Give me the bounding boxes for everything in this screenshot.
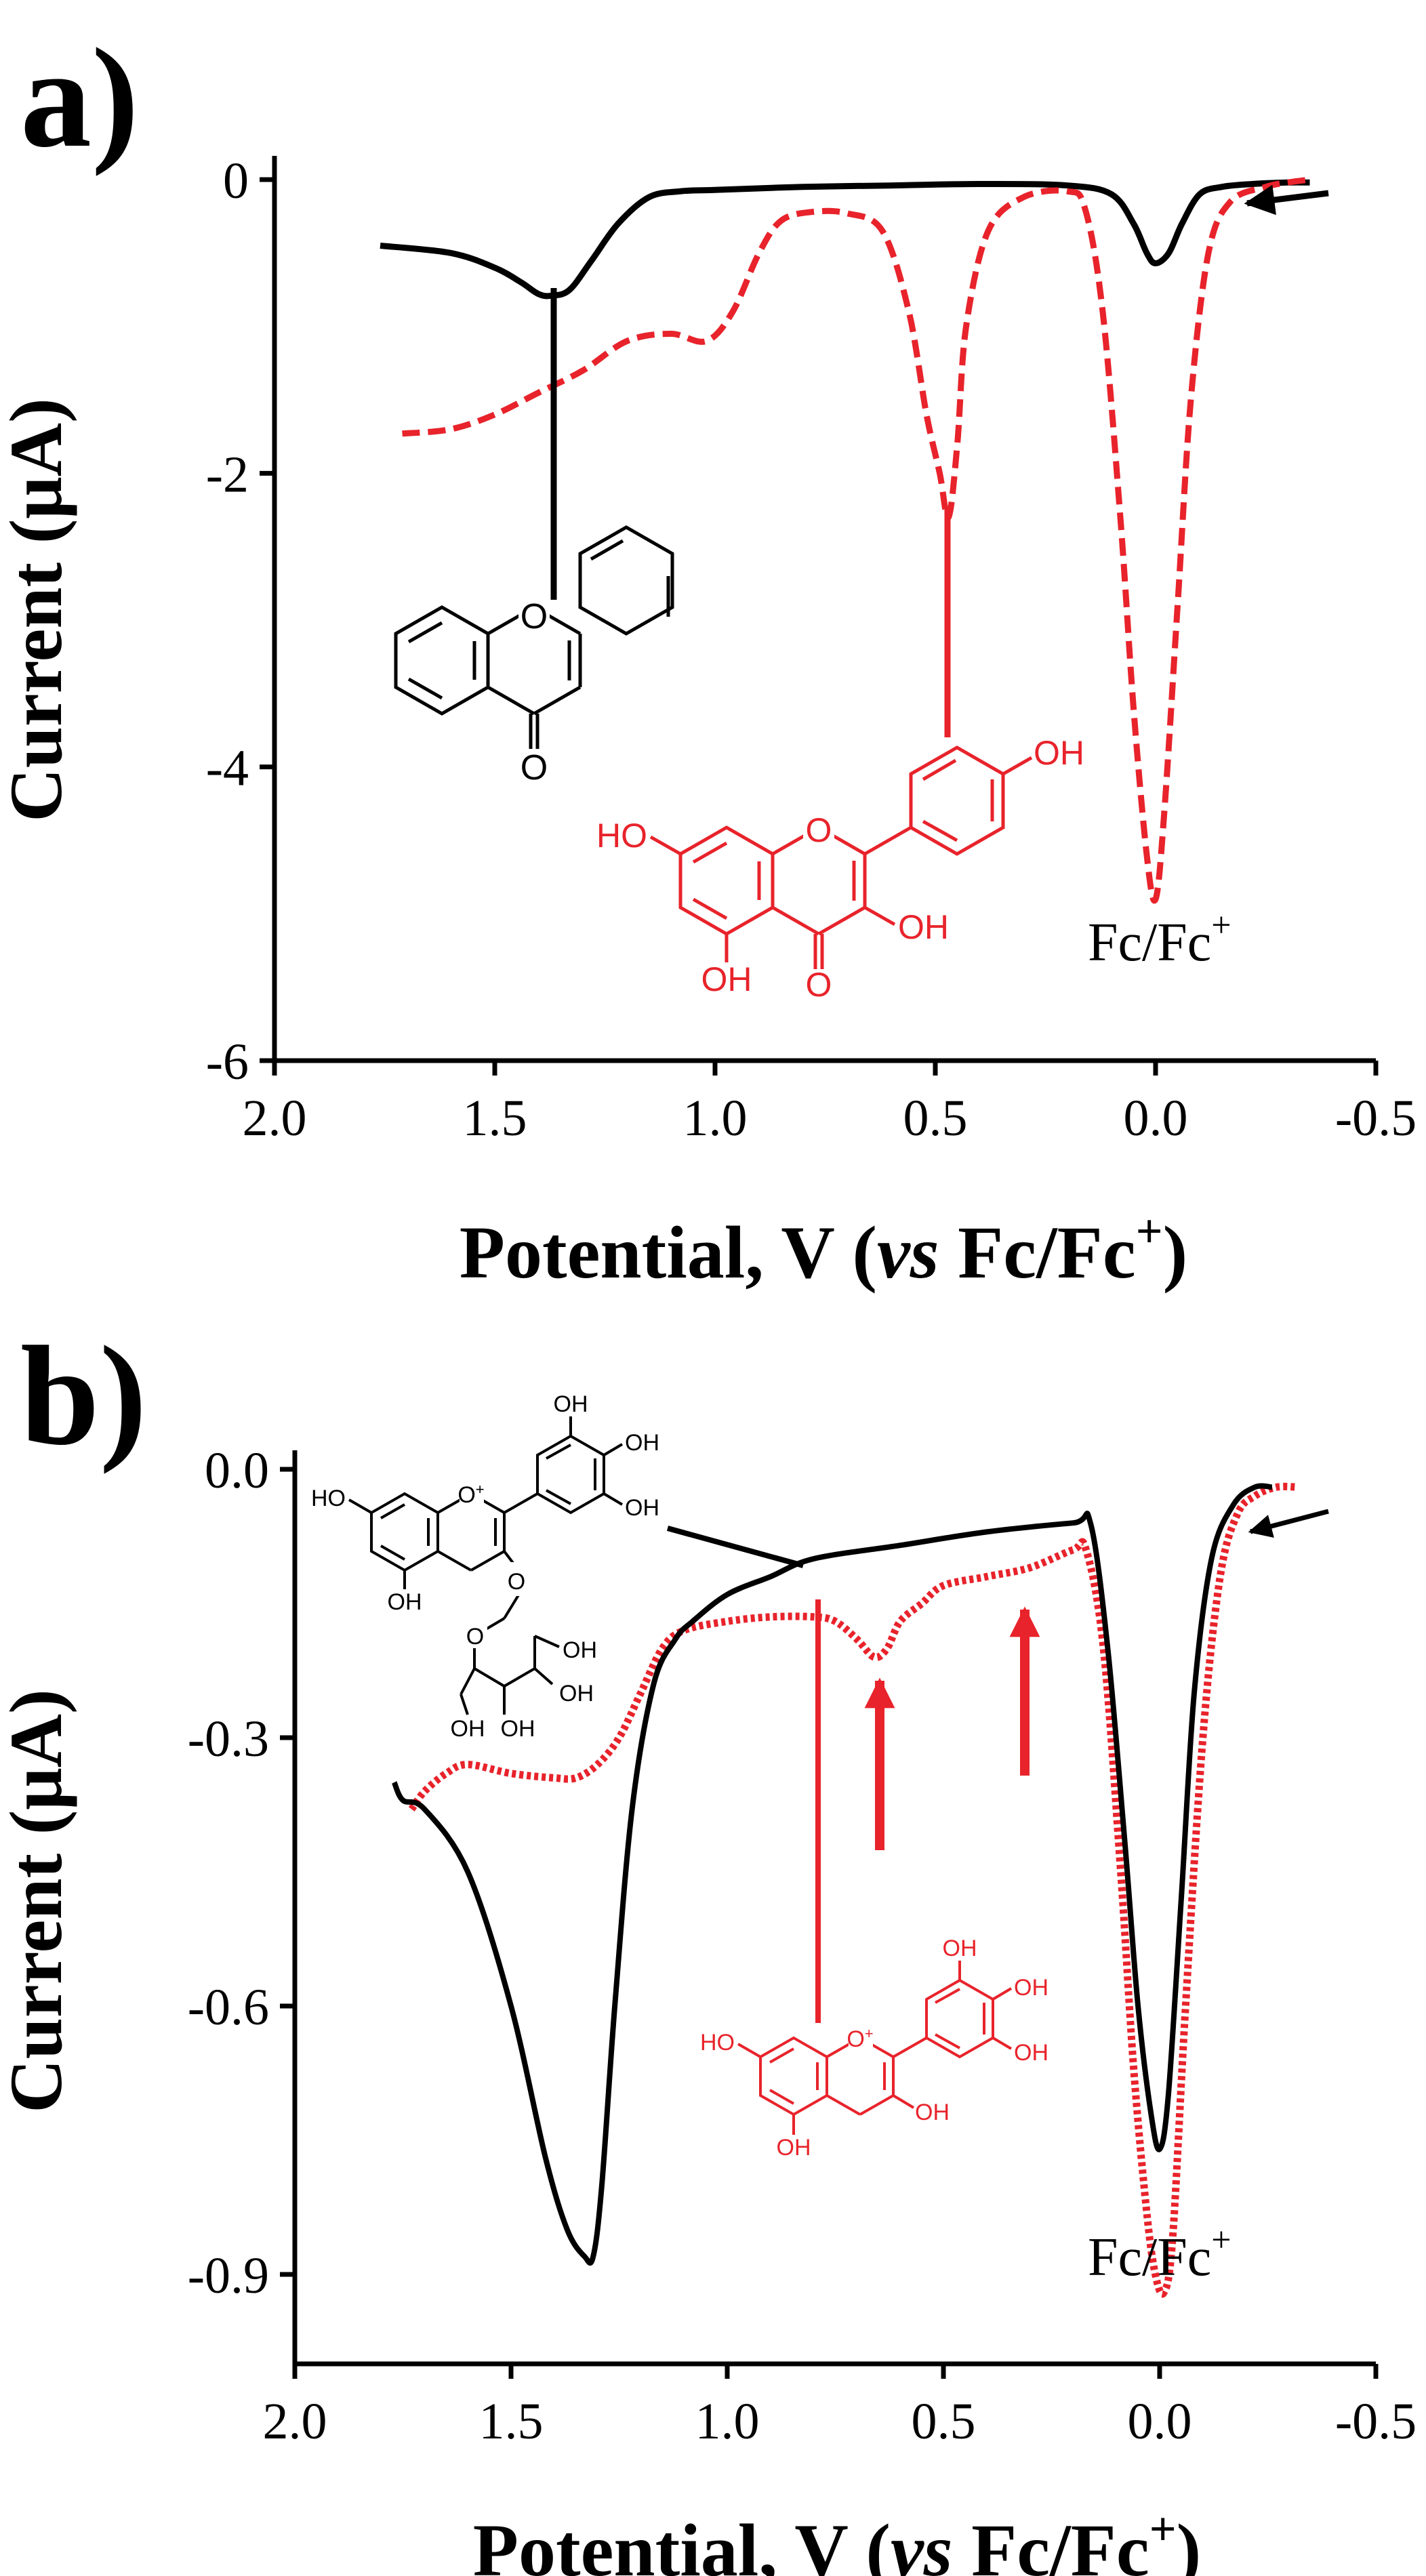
kaempferol-oh-5: OH (701, 960, 752, 998)
panel-b-series-solid (392, 1483, 1273, 2266)
delphinidin-ring-o: O+ (847, 2025, 873, 2052)
glucoside-sugar-o-mask (463, 1624, 487, 1648)
panel-b-x-tick-label: 1.5 (479, 2393, 544, 2450)
flavone-structure (394, 525, 674, 749)
panel-b-x-tick-label: 2.0 (263, 2393, 327, 2450)
panel-b-scan-arrow (1248, 1509, 1329, 1538)
delphinidin-oh-4p: OH (1014, 1975, 1048, 2001)
glucoside-oh-5: OH (388, 1589, 422, 1615)
panel-b-x-tick-label: -0.5 (1335, 2393, 1417, 2450)
kaempferol-structure (649, 745, 1033, 969)
delphinidin-oh-3: OH (915, 2100, 950, 2125)
panel-b-y-axis-label: Current (μA) (0, 1689, 77, 2112)
delphinidin-ho-7: HO (700, 2030, 735, 2056)
panel-a-series-solid (380, 179, 1310, 300)
panel-a-y-axis-label: Current (μA) (0, 398, 77, 821)
panel-a-series-dashed (402, 176, 1311, 904)
glucoside-sugar-o: O (466, 1624, 484, 1650)
glucoside-oh-4p: OH (554, 1391, 588, 1417)
panel-b-x-tick-label: 0.0 (1128, 2393, 1192, 2450)
panel-a-y-tick-label: 0 (223, 152, 249, 209)
glucoside-structure (348, 1416, 624, 1715)
panel-a-y-tick-label: -4 (206, 740, 249, 797)
delphinidin-structure (737, 1961, 1013, 2135)
panel-b-x-tick-label: 0.5 (912, 2393, 976, 2450)
delphinidin-oh-3p: OH (943, 1936, 977, 1961)
panel-b-glucoside-pointer (666, 1526, 804, 1568)
glucoside-glyc-o: O (508, 1569, 525, 1595)
glucoside-ho-7: HO (311, 1486, 346, 1511)
panel-a-y-tick-label: -2 (206, 446, 249, 503)
panel-b-fc-annotation: Fc/Fc+ (1088, 2221, 1231, 2287)
kaempferol-o-mask (803, 813, 834, 846)
delphinidin-oh-5: OH (777, 2135, 811, 2161)
kaempferol-ring-o: O (806, 811, 832, 849)
panel-a-y-ticks: 0 -2 -4 -6 (206, 152, 274, 1090)
panel-a-x-tick-label: 2.0 (243, 1090, 307, 1147)
panel-a: a) 0 -2 -4 -6 2.0 1.5 1.0 0.5 0.0 -0.5 Current (… (0, 20, 1417, 1294)
glucoside-ring-o: O+ (457, 1481, 484, 1508)
panel-b-x-ticks: 2.0 1.5 1.0 0.5 0.0 -0.5 (263, 2364, 1417, 2450)
panel-b-y-tick-label: -0.6 (188, 1979, 269, 2036)
glucoside-oh-3p: OH (625, 1430, 659, 1456)
glucoside-o-mask (460, 1481, 484, 1507)
panel-a-x-tick-label: -0.5 (1335, 1090, 1417, 1147)
kaempferol-carbonyl-o: O (806, 966, 832, 1004)
panel-b-x-axis-label: Potential, V (vs Fc/Fc+) (473, 2503, 1201, 2576)
flavone-o-mask (518, 600, 550, 634)
panel-a-x-tick-label: 0.5 (903, 1090, 968, 1147)
panel-b-y-ticks: 0.0 -0.3 -0.6 -0.9 (188, 1442, 295, 2304)
panel-a-x-tick-label: 1.0 (683, 1090, 748, 1147)
panel-a-scan-arrow (1244, 184, 1329, 216)
flavone-carbonyl-o: O (521, 748, 548, 788)
glucoside-sugar-oh-6: OH (451, 1716, 485, 1742)
panel-a-x-axis-label: Potential, V (vs Fc/Fc+) (460, 1206, 1187, 1294)
panel-b: b) 0.0 -0.3 -0.6 -0.9 2.0 1.5 1.0 0.5 0.0 -0.5 C… (0, 1317, 1417, 2576)
glucoside-sugar-oh-3: OH (559, 1681, 594, 1706)
panel-b-x-tick-label: 1.0 (695, 2393, 760, 2450)
panel-b-y-tick-label: -0.9 (188, 2247, 269, 2304)
panel-a-label: a) (20, 20, 139, 177)
panel-b-y-tick-label: -0.3 (188, 1711, 269, 1767)
kaempferol-ho-7: HO (596, 817, 647, 855)
flavone-ring-o: O (521, 597, 548, 636)
delphinidin-oh-5p: OH (1014, 2040, 1048, 2066)
panel-a-y-tick-label: -6 (206, 1034, 249, 1090)
glucoside-glyc-o-mask (499, 1562, 534, 1596)
panel-b-y-tick-label: 0.0 (205, 1442, 269, 1499)
panel-a-fc-annotation: Fc/Fc+ (1088, 906, 1231, 973)
kaempferol-oh-3: OH (898, 908, 949, 946)
kaempferol-oh-4p: OH (1034, 734, 1084, 772)
panel-b-label: b) (20, 1317, 147, 1475)
glucoside-sugar-oh-4: OH (501, 1716, 535, 1742)
panel-a-x-tick-label: 0.0 (1124, 1090, 1188, 1147)
delphinidin-o-mask (849, 2025, 873, 2051)
glucoside-oh-5p: OH (625, 1495, 659, 1521)
panel-a-x-tick-label: 1.5 (463, 1090, 527, 1147)
glucoside-sugar-oh-2: OH (563, 1637, 597, 1663)
panel-a-x-ticks: 2.0 1.5 1.0 0.5 0.0 -0.5 (243, 1061, 1417, 1147)
